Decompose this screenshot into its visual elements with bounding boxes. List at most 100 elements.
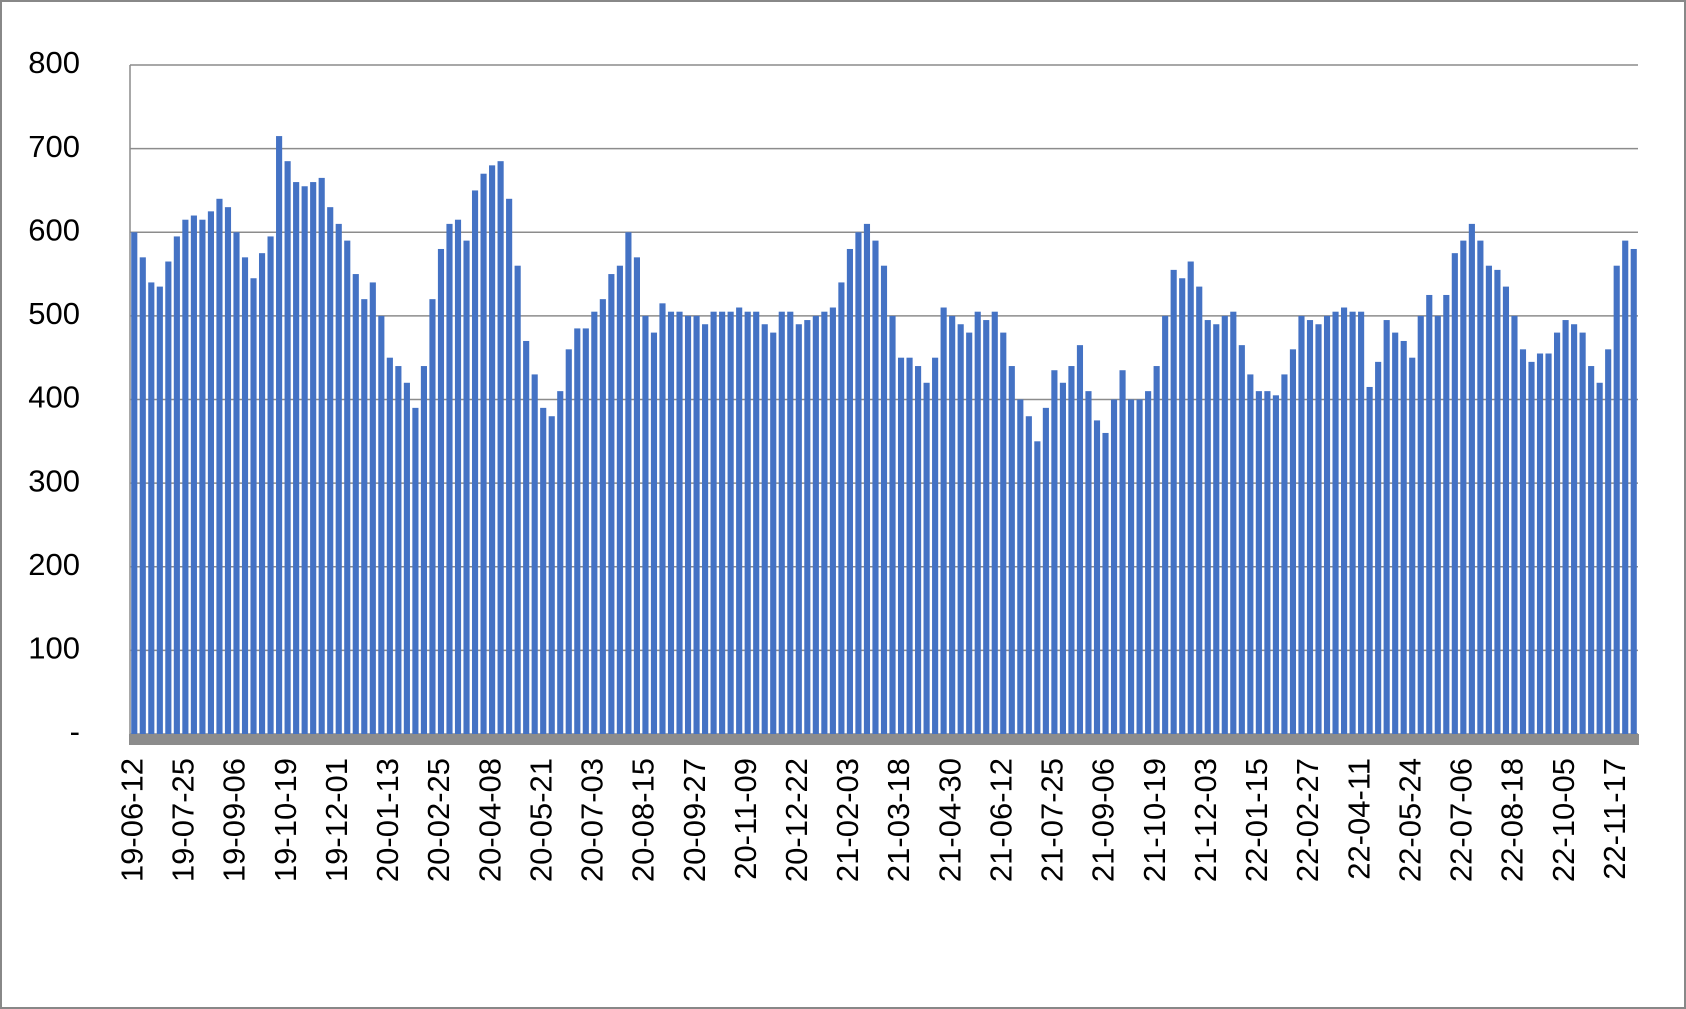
bar (182, 219, 189, 735)
bar (1238, 345, 1245, 734)
bar (1366, 386, 1373, 734)
bar (361, 299, 368, 734)
bar (736, 307, 743, 734)
bar (489, 165, 496, 735)
x-tick-label: 22-02-27 (1290, 758, 1325, 882)
x-tick-label: 19-09-06 (217, 758, 252, 882)
bar (770, 332, 777, 734)
x-tick-label: 20-07-03 (575, 758, 610, 882)
x-tick-label: 19-10-19 (268, 758, 303, 882)
bar (207, 211, 215, 734)
bar (1119, 370, 1126, 734)
x-tick-label: 21-09-06 (1086, 758, 1121, 882)
bar (1323, 315, 1331, 734)
bar (693, 315, 700, 734)
bar (983, 320, 990, 734)
bar (139, 257, 146, 734)
bar (710, 311, 717, 734)
bar (420, 366, 427, 734)
bar (650, 332, 658, 734)
bar (957, 324, 964, 734)
x-tick-label: 22-01-15 (1239, 758, 1274, 882)
bar (1085, 391, 1092, 734)
y-tick-label: 500 (28, 296, 80, 331)
bar (1008, 366, 1015, 734)
bar (1281, 374, 1288, 734)
x-tick-label: 21-07-25 (1035, 758, 1070, 882)
x-tick-label: 19-12-01 (319, 758, 354, 882)
bar (684, 315, 692, 734)
x-tick-label: 22-05-24 (1392, 758, 1427, 882)
bar (821, 311, 828, 734)
bar (599, 299, 606, 734)
bar (1596, 382, 1603, 734)
bar (1034, 441, 1041, 734)
x-tick-label: 20-01-13 (370, 758, 405, 882)
bar (855, 232, 862, 734)
bar (224, 207, 232, 735)
bar (327, 207, 334, 735)
bar (1443, 294, 1450, 734)
bar (565, 349, 572, 734)
bar (906, 357, 913, 734)
bar (1298, 315, 1305, 734)
bar (1196, 286, 1203, 734)
bar (241, 257, 249, 734)
bar (676, 311, 683, 734)
bar (463, 240, 470, 735)
y-tick-label: 800 (28, 45, 80, 80)
bar (1349, 311, 1356, 734)
bar (284, 161, 291, 734)
bar (1332, 311, 1339, 734)
bar (173, 236, 180, 734)
bar (454, 219, 462, 735)
bar (148, 282, 155, 734)
bar (395, 366, 402, 734)
bar (1221, 315, 1228, 734)
bar (1477, 240, 1484, 735)
x-axis-band (129, 734, 1639, 745)
x-tick-label: 20-09-27 (677, 758, 712, 882)
bar (1255, 391, 1262, 734)
x-tick-label: 21-06-12 (983, 758, 1018, 882)
y-tick-label: 300 (28, 463, 80, 498)
bar (949, 315, 956, 734)
x-tick-label: 22-08-18 (1495, 758, 1530, 882)
x-tick-label: 21-03-18 (881, 758, 916, 882)
x-tick-label: 22-07-06 (1444, 758, 1479, 882)
bar (1042, 407, 1049, 734)
bar (582, 328, 589, 734)
bar (1485, 265, 1492, 734)
bar (1145, 391, 1152, 734)
bar (1605, 349, 1612, 734)
bar (940, 307, 947, 734)
bar (1579, 332, 1586, 734)
bar (787, 311, 794, 734)
bar (812, 315, 819, 734)
bar (1076, 345, 1084, 734)
bar (1511, 315, 1518, 734)
bar (216, 198, 223, 735)
bar (1272, 395, 1279, 734)
y-tick-label: 400 (28, 380, 80, 415)
bar (778, 311, 785, 734)
bar (131, 232, 138, 734)
bar (1451, 253, 1458, 734)
bar (1264, 391, 1271, 734)
bar (1519, 349, 1527, 734)
bar (753, 311, 760, 734)
y-tick-label: - (70, 714, 80, 749)
bar (1213, 324, 1220, 734)
bar (829, 307, 836, 734)
bar (506, 198, 513, 735)
bar (1068, 366, 1075, 734)
bar (276, 136, 283, 735)
bar (915, 366, 922, 734)
bar (1000, 332, 1007, 734)
bar (1400, 340, 1407, 734)
bar (1170, 269, 1177, 734)
bar (352, 274, 359, 734)
bar (429, 299, 436, 734)
bar (1460, 240, 1467, 735)
